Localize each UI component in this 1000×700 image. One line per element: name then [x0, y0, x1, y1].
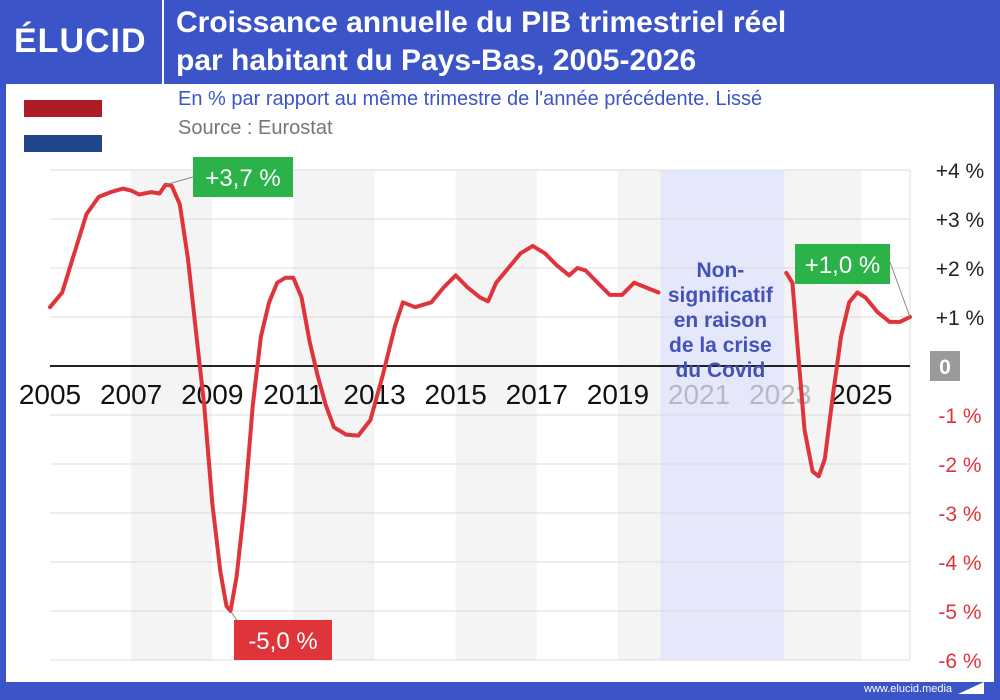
annotation-box — [193, 157, 293, 197]
annotation-leader — [889, 261, 911, 318]
y-tick-label: -4 % — [938, 552, 981, 575]
header-divider — [162, 0, 164, 84]
covid-note-line: Non- — [696, 259, 744, 282]
y-tick-label: -1 % — [938, 405, 981, 428]
annotation-box — [795, 244, 890, 284]
covid-note-line: de la crise — [669, 334, 772, 357]
y-tick-labels: +4 % +3 % +2 % +1 % 0 -1 % -2 % -3 % -4 % -5 % -6 … — [930, 160, 984, 673]
x-tick-label: 2007 — [100, 379, 162, 410]
y-zero-badge — [930, 351, 960, 381]
covid-note-line: du Covid — [675, 359, 765, 382]
annotation-label: +1,0 % — [805, 252, 880, 279]
series-line — [48, 182, 912, 613]
annotation-leader — [165, 176, 194, 186]
annotation-box — [234, 620, 332, 660]
y-tick-label: -5 % — [938, 601, 981, 624]
gridlines — [50, 169, 911, 661]
y-tick-label: -3 % — [938, 503, 981, 526]
series-line-segment — [784, 270, 912, 479]
flag-stripe-red — [24, 100, 102, 118]
y-tick-label: +3 % — [936, 209, 984, 232]
y-tick-label: 0 — [939, 356, 951, 379]
x-tick-label: 2015 — [425, 379, 487, 410]
x-tick-label: 2005 — [19, 379, 81, 410]
y-tick-label: -2 % — [938, 454, 981, 477]
x-tick-label: 2021 — [668, 379, 730, 410]
covid-note-line: en raison — [674, 309, 767, 332]
flag-stripe-white — [24, 117, 102, 135]
annotations: +3,7 % -5,0 % +1,0 % — [165, 157, 911, 660]
elucid-logo: ÉLUCID — [14, 22, 147, 60]
logo-box: ÉLUCID — [0, 0, 162, 84]
annotation-label: +3,7 % — [205, 165, 280, 192]
annotation-label: -5,0 % — [248, 628, 317, 655]
y-tick-label: +4 % — [936, 160, 984, 183]
elucid-mark-icon — [958, 682, 984, 694]
netherlands-flag-icon — [24, 100, 102, 152]
series-line-segment — [48, 182, 661, 613]
flag-stripe-blue — [24, 134, 102, 152]
x-tick-label: 2025 — [830, 379, 892, 410]
chart-title: Croissance annuelle du PIB trimestriel r… — [176, 4, 986, 80]
y-tick-label: +2 % — [936, 258, 984, 281]
x-tick-label: 2011 — [263, 379, 323, 410]
x-tick-label: 2009 — [181, 379, 243, 410]
chart-subtitle: En % par rapport au même trimestre de l'… — [178, 88, 763, 110]
footer-url: www.elucid.media — [864, 683, 953, 695]
x-tick-label: 2017 — [506, 379, 568, 410]
x-tick-labels: 2005 2007 2009 2011 2013 2015 2017 2019 2021 2023… — [19, 379, 893, 410]
header: ÉLUCID Croissance annuelle du PIB trimes… — [0, 0, 1000, 84]
chart-title-line-2: par habitant du Pays-Bas, 2005-2026 — [176, 44, 697, 77]
covid-note-line: significatif — [668, 284, 774, 307]
y-tick-label: +1 % — [936, 307, 984, 330]
x-tick-label: 2019 — [587, 379, 649, 410]
y-tick-label: -6 % — [938, 650, 981, 673]
chart-source: Source : Eurostat — [178, 117, 333, 139]
chart-title-line-1: Croissance annuelle du PIB trimestriel r… — [176, 6, 787, 39]
